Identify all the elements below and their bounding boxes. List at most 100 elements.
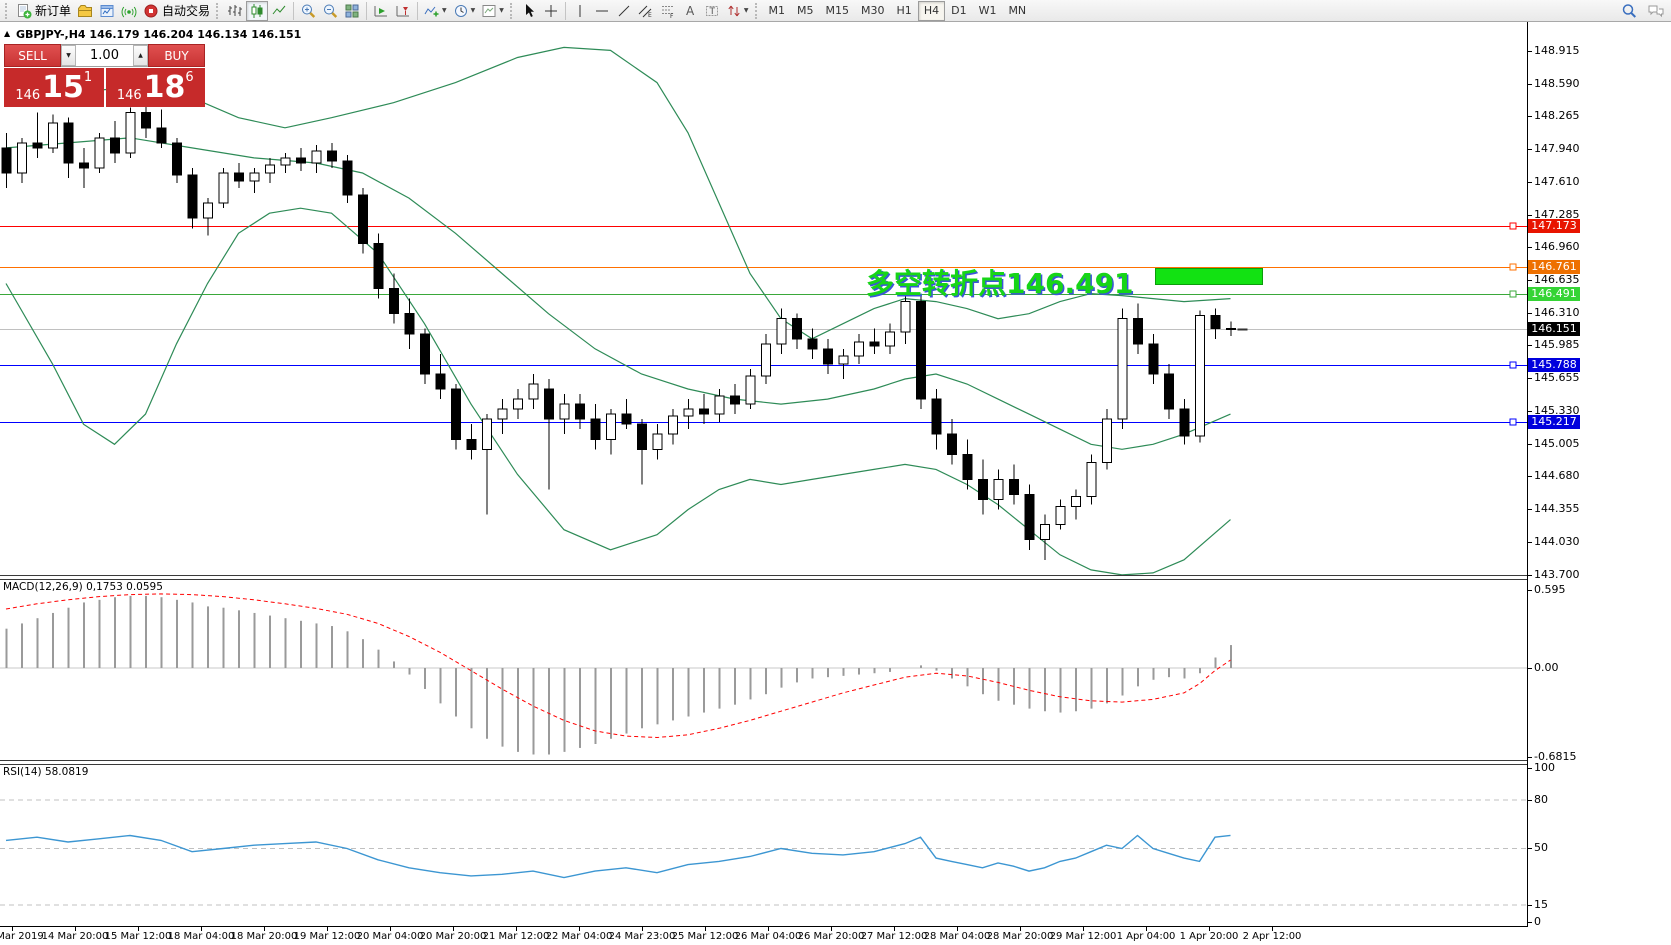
window-separator[interactable] xyxy=(0,575,1528,580)
bar-chart-button[interactable] xyxy=(224,1,246,21)
chat-icon[interactable] xyxy=(1647,3,1665,19)
timeframe-button-m15[interactable]: M15 xyxy=(825,4,850,17)
macd-signal-line xyxy=(5,593,1231,739)
rsi-indicator-canvas[interactable] xyxy=(0,764,1527,925)
time-tick-label: 22 Mar 04:00 xyxy=(545,931,613,942)
time-tick-label: 20 Mar 04:00 xyxy=(356,931,424,942)
chart-annotation-text[interactable]: 多空转折点146.491 xyxy=(866,267,1134,300)
macd-indicator-canvas[interactable] xyxy=(0,579,1527,760)
rsi-tick-label: 100 xyxy=(1528,760,1555,774)
templates-dropdown-caret[interactable]: ▼ xyxy=(499,7,504,14)
chart-annotation-rectangle[interactable] xyxy=(1155,268,1263,285)
time-tick-label: 28 Mar 04:00 xyxy=(923,931,991,942)
price-tick-label: 148.590 xyxy=(1528,76,1580,90)
fibonacci-icon: F xyxy=(660,3,676,19)
tile-windows-button[interactable] xyxy=(341,1,363,21)
window-separator[interactable] xyxy=(0,760,1528,765)
templates-button[interactable]: ▼ xyxy=(478,1,507,21)
candlestick-chart-button[interactable] xyxy=(246,0,269,21)
line-chart-button[interactable] xyxy=(268,1,290,21)
time-tick xyxy=(1272,927,1273,931)
timeframe-button-m1[interactable]: M1 xyxy=(768,4,786,17)
macd-histogram xyxy=(5,595,1232,755)
price-tick-label: 147.610 xyxy=(1528,175,1580,189)
arrows-dropdown-caret[interactable]: ▼ xyxy=(743,7,749,14)
rsi-label: RSI(14) 58.0819 xyxy=(3,766,89,778)
svg-text:A: A xyxy=(686,4,695,18)
toolbar-separator xyxy=(417,1,419,20)
fibonacci-button[interactable]: F xyxy=(657,1,679,21)
periods-dropdown-caret[interactable]: ▼ xyxy=(470,7,476,14)
auto-scroll-button[interactable] xyxy=(370,1,392,21)
price-tick-label: 145.005 xyxy=(1528,436,1580,450)
timeframe-button-w1[interactable]: W1 xyxy=(978,4,997,17)
level-line-handle[interactable] xyxy=(1509,418,1517,426)
buy-button[interactable]: BUY xyxy=(148,44,205,67)
timeframe-button-h4[interactable]: H4 xyxy=(917,0,946,21)
sell-price-display[interactable]: 146 15 1 xyxy=(4,68,104,107)
volume-input[interactable] xyxy=(76,45,133,66)
search-icon[interactable] xyxy=(1621,3,1637,19)
new-order-button[interactable]: 新订单 xyxy=(13,1,74,21)
toolbar-right-icons xyxy=(1621,1,1665,21)
price-tick-label: 146.635 xyxy=(1528,273,1580,286)
bar-chart-icon xyxy=(227,3,243,19)
macd-tick-label: -0.6815 xyxy=(1527,750,1577,764)
indicators-dropdown-caret[interactable]: ▼ xyxy=(442,7,447,14)
level-line-handle[interactable] xyxy=(1509,361,1517,369)
main-chart-canvas[interactable] xyxy=(0,23,1527,575)
periods-button[interactable]: ▼ xyxy=(450,1,479,21)
time-tick xyxy=(1020,927,1021,931)
timeframe-button-m30[interactable]: M30 xyxy=(861,4,885,17)
volume-increase-button[interactable]: ▲ xyxy=(133,45,148,66)
text-label-button[interactable]: T xyxy=(701,1,723,21)
timeframe-button-m5[interactable]: M5 xyxy=(797,4,814,17)
horizontal-line-button[interactable] xyxy=(591,1,613,21)
price-tick-label: 143.700 xyxy=(1528,567,1580,581)
svg-text:T: T xyxy=(708,7,715,17)
macd-tick-label: 0.00 xyxy=(1528,660,1559,674)
time-tick-label: 18 Mar 20:00 xyxy=(230,931,298,942)
zoom-out-button[interactable] xyxy=(319,1,341,21)
autotrading-button[interactable]: 自动交易 xyxy=(140,1,213,21)
signals-button[interactable] xyxy=(118,1,140,21)
indicators-button[interactable]: ▼ xyxy=(421,1,450,21)
crosshair-button[interactable] xyxy=(540,1,562,21)
vertical-line-button[interactable] xyxy=(569,1,591,21)
charts-window-button[interactable] xyxy=(96,1,118,21)
time-tick xyxy=(768,927,769,931)
level-line-handle[interactable] xyxy=(1509,263,1517,271)
zoom-in-icon xyxy=(300,3,316,19)
volume-stepper: ▼ ▲ xyxy=(61,44,148,67)
cursor-button[interactable] xyxy=(518,1,540,21)
sell-button[interactable]: SELL xyxy=(4,44,61,67)
buy-price-display[interactable]: 146 18 6 xyxy=(105,68,205,107)
svg-text:F: F xyxy=(670,13,674,19)
trendline-button[interactable] xyxy=(613,1,635,21)
price-axis[interactable]: 148.915 148.590 148.265 147.940 147.610 147.2… xyxy=(1527,0,1671,945)
timeframe-button-mn[interactable]: MN xyxy=(1008,4,1027,17)
candlestick-icon xyxy=(249,3,265,19)
time-tick xyxy=(957,927,958,931)
timeframe-button-h1[interactable]: H1 xyxy=(896,4,912,17)
text-button[interactable]: A xyxy=(679,1,701,21)
equidistant-channel-button[interactable]: E xyxy=(635,1,657,21)
channel-icon: E xyxy=(638,3,654,19)
toolbar-separator xyxy=(564,1,566,20)
signal-icon xyxy=(121,3,137,19)
profiles-button[interactable] xyxy=(74,1,96,21)
price-tick-label: 147.285 xyxy=(1528,207,1580,221)
time-tick xyxy=(264,927,265,931)
zoom-in-button[interactable] xyxy=(297,1,319,21)
volume-decrease-button[interactable]: ▼ xyxy=(61,45,76,66)
chart-shift-button[interactable] xyxy=(392,1,414,21)
arrows-button[interactable]: ▼ xyxy=(723,1,752,21)
folder-icon xyxy=(77,3,93,19)
level-line-handle[interactable] xyxy=(1509,222,1517,230)
collapse-panel-icon[interactable]: ▲ xyxy=(4,29,11,38)
level-line-handle[interactable] xyxy=(1509,290,1517,298)
rsi-tick-label: 15 xyxy=(1528,897,1548,911)
timeframe-button-d1[interactable]: D1 xyxy=(951,4,967,17)
macd-tick-label: 0.595 xyxy=(1528,583,1566,596)
